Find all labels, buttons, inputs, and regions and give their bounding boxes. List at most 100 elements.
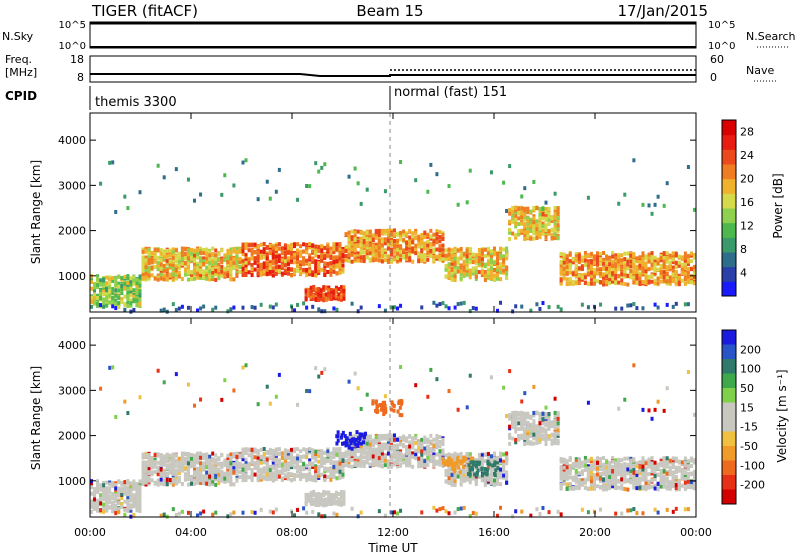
velocity-cell (289, 478, 293, 483)
power-cell (289, 273, 293, 278)
freq-tick-low: 8 (77, 71, 84, 84)
power-cell (650, 211, 654, 216)
power-cell (480, 257, 484, 262)
power-cell (186, 263, 190, 268)
power-cell (105, 281, 109, 286)
velocity-cell (268, 466, 272, 471)
velocity-cell (356, 463, 360, 468)
power-cell (347, 259, 351, 264)
velocity-cell (93, 497, 97, 502)
power-cell (399, 249, 403, 254)
power-cell (99, 278, 103, 283)
power-cell (123, 286, 127, 291)
power-cell (165, 254, 169, 259)
power-cell (671, 278, 675, 283)
velocity-cell (205, 475, 209, 480)
power-cell (296, 197, 300, 202)
velocity-cell (217, 469, 221, 474)
power-cell (662, 203, 666, 208)
power-cell (365, 255, 369, 260)
velocity-cell (235, 469, 239, 474)
power-cell (153, 253, 157, 258)
velocity-cell (299, 476, 303, 481)
power-cell (647, 256, 651, 261)
power-cell (186, 177, 190, 182)
power-cell (168, 264, 172, 269)
power-cell (589, 254, 593, 259)
power-cell (483, 254, 487, 259)
power-cell (438, 244, 442, 249)
power-cell (532, 208, 536, 213)
velocity-cell (205, 462, 209, 467)
power-cell (277, 269, 281, 274)
velocity-cell (90, 491, 93, 496)
power-cell (620, 272, 624, 277)
power-cell (214, 253, 218, 258)
velocity-cell (174, 470, 178, 475)
velocity-cell (362, 449, 366, 454)
power-cell (350, 244, 354, 249)
power-cell (599, 271, 603, 276)
power-cell (547, 231, 551, 236)
power-cell (629, 270, 633, 275)
velocity-cell (123, 491, 127, 496)
velocity-cell (335, 469, 339, 474)
power-cell (523, 224, 527, 229)
power-cell (286, 246, 290, 251)
power-cell (592, 254, 596, 259)
velocity-cell (226, 467, 230, 472)
velocity-cell (265, 476, 269, 481)
power-cell (399, 257, 403, 262)
power-cell (383, 258, 387, 263)
power-cell (674, 265, 678, 270)
power-cell (523, 213, 527, 218)
power-cell (105, 295, 109, 300)
velocity-cell (280, 468, 284, 473)
power-cell (514, 304, 518, 309)
power-cell (611, 276, 615, 281)
velocity-cell (250, 452, 254, 457)
power-cell (680, 271, 684, 276)
velocity-cell (314, 472, 318, 477)
velocity-cell (126, 492, 130, 497)
power-cell (674, 301, 678, 306)
power-cell (368, 240, 372, 245)
power-cell (492, 273, 496, 278)
power-cell (347, 237, 351, 242)
power-cell (423, 233, 427, 238)
power-cell (520, 228, 524, 233)
velocity-cell (241, 365, 245, 370)
power-cell (396, 244, 400, 249)
velocity-cell (180, 455, 184, 460)
velocity-cell (193, 470, 197, 475)
velocity-cell (299, 474, 303, 479)
power-cell (241, 249, 245, 254)
power-cell (526, 227, 530, 232)
power-cell (226, 254, 230, 259)
power-cell (393, 255, 396, 260)
power-cell (268, 196, 272, 201)
velocity-cell (356, 449, 360, 454)
power-cell (620, 281, 624, 286)
power-cell (689, 267, 693, 272)
power-cell (432, 249, 436, 254)
power-cell (102, 300, 106, 305)
power-cell (686, 270, 690, 275)
velocity-cell (126, 481, 130, 486)
velocity-cell (102, 494, 106, 499)
power-cell (174, 248, 178, 253)
velocity-cell (238, 464, 242, 469)
power-cell (99, 181, 103, 186)
velocity-cell (129, 486, 133, 491)
power-cell (274, 254, 278, 259)
power-cell (529, 220, 533, 225)
power-cell (577, 256, 581, 261)
velocity-cell (283, 458, 287, 463)
power-cell (553, 232, 557, 237)
power-cell (605, 263, 609, 268)
power-cell (659, 258, 663, 263)
power-cell (259, 255, 263, 260)
power-cell (644, 266, 648, 271)
velocity-cell (135, 486, 139, 491)
